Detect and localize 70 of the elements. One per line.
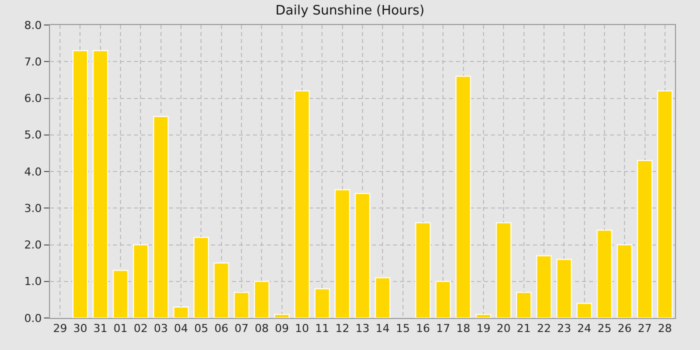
bar — [274, 314, 290, 318]
bar — [112, 270, 128, 318]
bar — [374, 277, 390, 318]
x-tick-label: 04 — [174, 322, 188, 336]
bar — [476, 314, 492, 318]
x-tick-label: 24 — [577, 322, 592, 336]
x-tick-label: 30 — [73, 322, 88, 336]
bar — [516, 292, 532, 318]
bar — [173, 306, 189, 318]
y-tick-label: 2.0 — [24, 238, 42, 252]
bar — [415, 222, 431, 318]
y-tick-label: 8.0 — [24, 18, 42, 32]
x-tick-label: 28 — [658, 322, 672, 336]
bar — [616, 244, 632, 318]
x-tick-label: 06 — [214, 322, 228, 336]
bar — [435, 280, 451, 318]
y-tick-label: 6.0 — [24, 92, 42, 106]
x-tick-label: 29 — [53, 322, 68, 336]
x-tick-label: 12 — [335, 322, 350, 336]
x-tick-label: 20 — [496, 322, 511, 336]
bar — [132, 244, 148, 318]
y-tick-label: 0.0 — [24, 312, 42, 325]
bar — [153, 116, 169, 318]
x-tick-label: 07 — [234, 322, 249, 336]
bar — [234, 292, 250, 318]
bar — [354, 192, 370, 318]
bar — [334, 189, 350, 318]
y-tick-label: 3.0 — [24, 202, 42, 215]
bar — [214, 262, 230, 318]
bar — [637, 160, 653, 318]
bar — [294, 90, 310, 318]
bar — [596, 230, 612, 318]
y-tick-label: 5.0 — [24, 128, 42, 142]
x-tick-label: 31 — [93, 322, 108, 336]
x-tick-label: 25 — [597, 322, 612, 336]
x-tick-label: 01 — [114, 322, 128, 336]
x-tick-label: 23 — [557, 322, 572, 336]
bar — [657, 90, 673, 318]
x-tick-label: 21 — [516, 322, 531, 336]
bar — [536, 255, 552, 318]
x-tick-label: 15 — [396, 322, 410, 336]
x-tick-label: 26 — [618, 322, 632, 336]
y-tick-label: 1.0 — [24, 275, 42, 288]
x-tick-label: 27 — [638, 322, 652, 336]
x-tick-label: 16 — [416, 322, 430, 336]
bar — [314, 288, 330, 318]
x-tick-label: 19 — [476, 322, 490, 336]
x-tick-label: 03 — [154, 322, 168, 336]
x-tick-label: 05 — [194, 322, 208, 336]
bar — [72, 50, 88, 318]
x-tick-label: 09 — [274, 322, 289, 336]
x-tick-label: 10 — [295, 322, 310, 336]
bar — [254, 280, 270, 318]
bar — [496, 222, 512, 318]
y-tick-label: 7.0 — [24, 55, 42, 68]
bar — [92, 50, 108, 318]
bar — [576, 302, 592, 318]
x-tick-label: 11 — [315, 322, 330, 336]
x-tick-label: 08 — [254, 322, 269, 336]
x-tick-label: 02 — [134, 322, 148, 336]
chart-title: Daily Sunshine (Hours) — [276, 3, 424, 18]
x-tick-label: 14 — [376, 322, 390, 336]
bar — [193, 236, 209, 318]
bar — [556, 258, 572, 318]
x-tick-label: 13 — [356, 322, 370, 336]
x-tick-label: 22 — [536, 322, 551, 336]
x-tick-label: 18 — [456, 322, 470, 336]
y-tick-label: 4.0 — [24, 165, 42, 178]
x-tick-label: 17 — [436, 322, 450, 336]
bar — [456, 76, 472, 318]
